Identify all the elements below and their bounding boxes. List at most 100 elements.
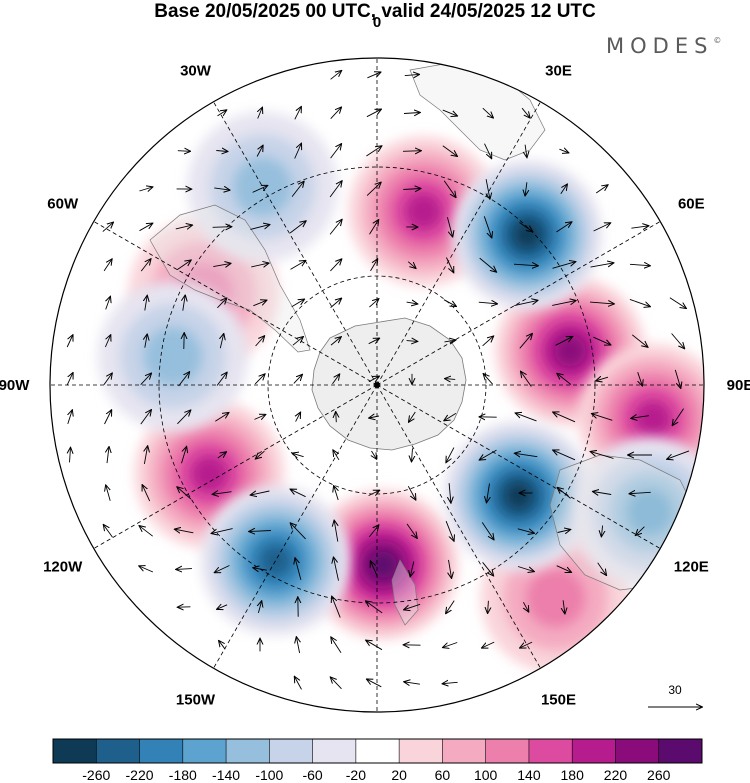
colorbar-swatch [139,739,184,763]
wind-arrow [632,334,647,347]
wind-arrow [601,525,602,537]
wind-arrow [519,222,533,232]
wind-arrow [183,295,185,311]
brand-text: MODES [606,34,714,58]
wind-arrow [106,485,110,501]
wind-arrow [334,486,338,501]
wind-arrow [70,448,71,463]
wind-arrow [177,151,190,152]
wind-arrow [366,601,383,614]
colorbar-label: -220 [126,767,154,783]
south-pole-dot [374,382,380,388]
wind-arrow [176,260,191,271]
wind-arrow [667,450,690,459]
wind-arrow [407,261,416,269]
wind-vectors [66,71,690,690]
colorbar-label: 100 [474,767,498,783]
wind-arrow [290,261,306,270]
colorbar-frame [52,738,703,764]
wind-arrow [521,107,530,118]
wind-arrow [291,181,304,197]
wind-arrow [589,302,614,304]
colorbar-label: 60 [435,767,451,783]
wind-arrow [330,298,342,308]
wind-arrow [366,109,381,118]
antarctica-landmass [311,317,467,451]
wind-arrow [66,335,73,348]
meridian-line [376,101,541,386]
wind-arrow [332,596,341,618]
wind-arrow [442,682,458,683]
wind-arrow [217,298,226,309]
wind-arrow [556,222,571,233]
anomaly-field [98,111,704,673]
wind-arrow [366,146,381,157]
south-america-landmass [149,204,311,353]
wind-arrow [217,605,228,609]
wind-arrow [557,374,572,385]
wind-arrow [513,264,538,266]
wind-arrow [145,296,147,311]
wind-arrow [482,562,494,575]
wind-arrow [559,149,568,153]
new-zealand-landmass [391,559,419,626]
meridian-line [213,101,378,386]
wind-arrow [514,300,537,307]
wind-arrow [139,526,153,537]
longitude-label: 120W [43,559,83,576]
wind-arrow [520,641,533,648]
anomaly-contour [260,545,292,577]
anomaly-contour [369,551,397,579]
wind-arrow [330,107,342,120]
colorbar-swatch [572,739,616,763]
wind-arrow [404,603,421,609]
wind-arrow [402,151,421,152]
wind-arrow [370,259,378,272]
meridian-line [93,384,378,549]
longitude-labels: 030E60E90E120E150E180150W120W90W60W30W [0,14,750,757]
wind-arrow [403,113,420,114]
brand-logo: MODES© [606,34,721,58]
colorbar-swatch [226,739,270,763]
wind-arrow [258,108,263,119]
wind-arrow [214,188,229,190]
wind-arrow [557,530,571,533]
wind-arrow [553,450,576,461]
wind-arrow [368,376,379,383]
colorbar-swatch [399,739,443,763]
wind-arrow [372,450,377,459]
wind-arrow [367,72,380,79]
wind-arrow [557,488,571,499]
wind-arrow [480,449,497,460]
colorbar-swatch [182,739,227,763]
wind-arrow [292,337,303,346]
meridian-line [376,221,661,386]
colorbar-swatch [53,739,97,763]
wind-arrow [254,374,265,385]
wind-arrow [142,485,151,502]
wind-arrow [254,415,266,420]
longitude-label: 150E [541,691,576,708]
wind-arrow [367,679,382,688]
wind-arrow [330,71,342,80]
wind-arrow [516,413,537,422]
reference-vector-label: 30 [668,683,682,697]
colorbar-swatch [96,739,140,763]
wind-arrow [552,301,576,306]
wind-arrow [403,189,420,190]
wind-arrow [215,413,228,422]
wind-arrow [251,263,268,267]
wind-arrow [368,525,378,538]
wind-arrow [292,453,304,456]
colorbar-swatch [485,739,530,763]
wind-arrow [672,408,684,426]
wind-arrow [442,109,457,116]
wind-arrow [412,448,413,461]
wind-arrow [145,334,147,348]
wind-arrow [407,485,415,500]
anomaly-contour [526,568,586,628]
wind-arrow [295,677,302,690]
wind-arrow [553,412,576,423]
wind-arrow [629,264,650,265]
wind-arrow [290,489,306,498]
